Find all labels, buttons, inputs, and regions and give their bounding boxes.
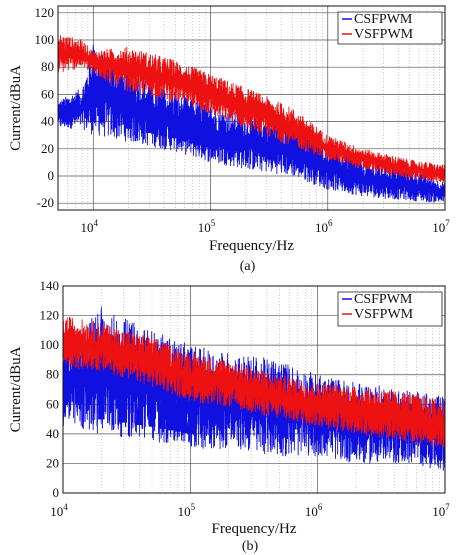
legend-box (337, 291, 443, 327)
harmonic-peak (136, 371, 143, 425)
y-tick-label: 20 (41, 141, 54, 156)
x-tick-label: 104 (50, 502, 68, 519)
y-tick-label: 0 (48, 168, 55, 183)
chart-panel-2: 0 20 40 60 80 100 120 140 104 105 106 107 Frequency/… (8, 278, 450, 554)
y-tick-label: 40 (41, 114, 54, 129)
x-axis-title: Frequency/Hz (212, 521, 297, 537)
legend-label: VSFPWM (354, 27, 414, 42)
x-tick-label: 105 (198, 218, 216, 235)
series-vsfpwm-trace (63, 316, 445, 448)
x-tick-label: 107 (432, 502, 450, 519)
legend-label: CSFPWM (354, 292, 413, 307)
series-group (63, 306, 445, 471)
x-tick-label: 107 (432, 218, 450, 235)
harmonic-peak (207, 107, 214, 150)
y-tick-label: 80 (41, 59, 54, 74)
y-tick-label: 40 (46, 426, 59, 441)
axes-box (62, 285, 446, 494)
series-group (58, 34, 445, 203)
panel-label: (a) (240, 259, 256, 274)
harmonic-peak (181, 95, 188, 142)
y-axis-title: Current/dBuA (8, 346, 24, 432)
y-tick-label: -20 (37, 195, 54, 210)
panel-label: (b) (242, 539, 259, 554)
y-tick-label: 100 (35, 32, 55, 47)
y-tick-label: 140 (40, 278, 60, 293)
y-tick-label: 120 (40, 308, 60, 323)
harmonic-peak (195, 102, 203, 146)
y-tick-label: 20 (46, 455, 59, 470)
y-tick-label: 60 (41, 86, 54, 101)
y-tick-label: 120 (35, 5, 55, 20)
y-axis-title: Current/dBuA (8, 65, 24, 151)
x-tick-label: 105 (178, 502, 196, 519)
y-tick-label: 60 (46, 396, 59, 411)
series-vsfpwm-trace (58, 34, 445, 183)
harmonic-peak (89, 44, 97, 122)
x-tick-label: 106 (315, 218, 333, 235)
y-tick-label: 80 (46, 367, 59, 382)
y-tick-label: 0 (53, 485, 60, 500)
legend-box (337, 11, 443, 45)
x-tick-label: 104 (81, 218, 99, 235)
axes-box (57, 5, 446, 211)
legend-label: CSFPWM (354, 12, 413, 27)
x-axis-title: Frequency/Hz (209, 238, 294, 254)
y-tick-label: 100 (40, 337, 60, 352)
legend-label: VSFPWM (354, 307, 414, 322)
chart-panel-1: -20 0 20 40 60 80 100 120 104 105 106 107 Frequency/… (8, 5, 450, 274)
x-tick-label: 106 (305, 502, 323, 519)
